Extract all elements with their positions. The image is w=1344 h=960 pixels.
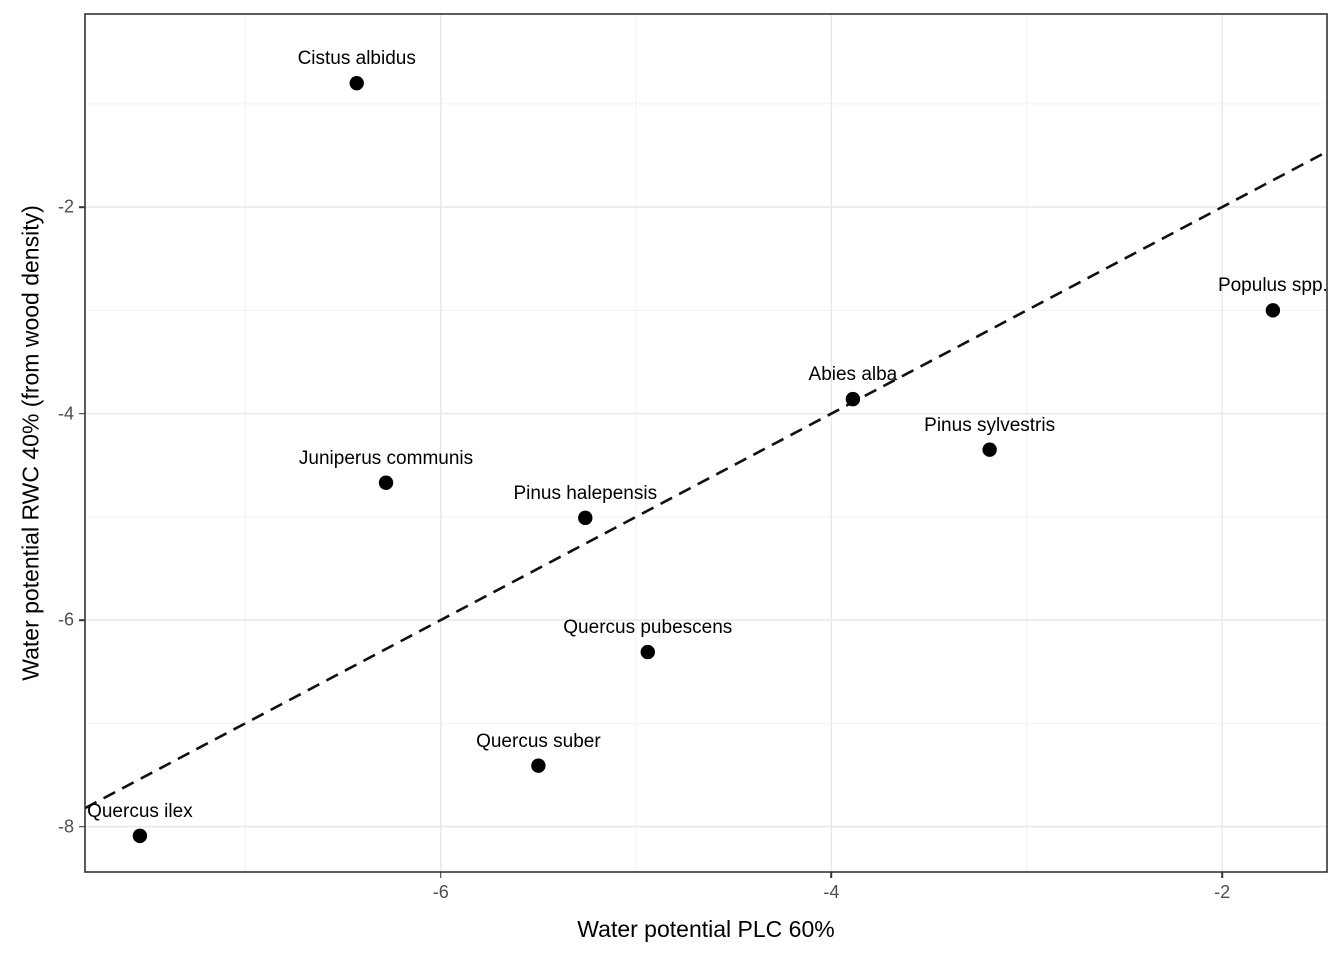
- data-point: [640, 644, 655, 660]
- y-axis-tick-label: -2: [57, 196, 74, 217]
- data-point: [378, 475, 394, 490]
- x-axis-tick-label: -6: [432, 882, 449, 902]
- x-axis-tick-mark: [830, 872, 833, 878]
- panel-border: [84, 13, 1328, 873]
- data-point: [845, 391, 861, 407]
- y-axis-tick-label: -6: [57, 609, 74, 630]
- plot-panel-canvas: [84, 13, 1328, 873]
- data-point: [1265, 303, 1281, 318]
- data-point: [132, 828, 148, 844]
- x-axis-tick-label: -4: [823, 882, 840, 902]
- y-axis-tick-mark: [79, 206, 85, 208]
- x-axis-tick-label: -2: [1214, 882, 1231, 902]
- y-axis-tick-label: -8: [57, 816, 74, 837]
- data-point: [578, 510, 593, 526]
- y-axis-tick-label: -4: [57, 403, 74, 424]
- x-axis-tick-mark: [439, 872, 442, 878]
- y-axis-tick-mark: [79, 619, 85, 621]
- data-point: [349, 75, 364, 91]
- y-axis-title: Water potential RWC 40% (from wood densi…: [17, 205, 44, 681]
- identity-reference-line: [84, 150, 1328, 810]
- data-point: [982, 442, 997, 457]
- y-axis-tick-mark: [79, 412, 85, 415]
- y-axis-tick-mark: [79, 825, 85, 828]
- data-point: [531, 758, 546, 773]
- x-axis-tick-mark: [1221, 872, 1223, 878]
- x-axis-title: Water potential PLC 60%: [577, 916, 835, 942]
